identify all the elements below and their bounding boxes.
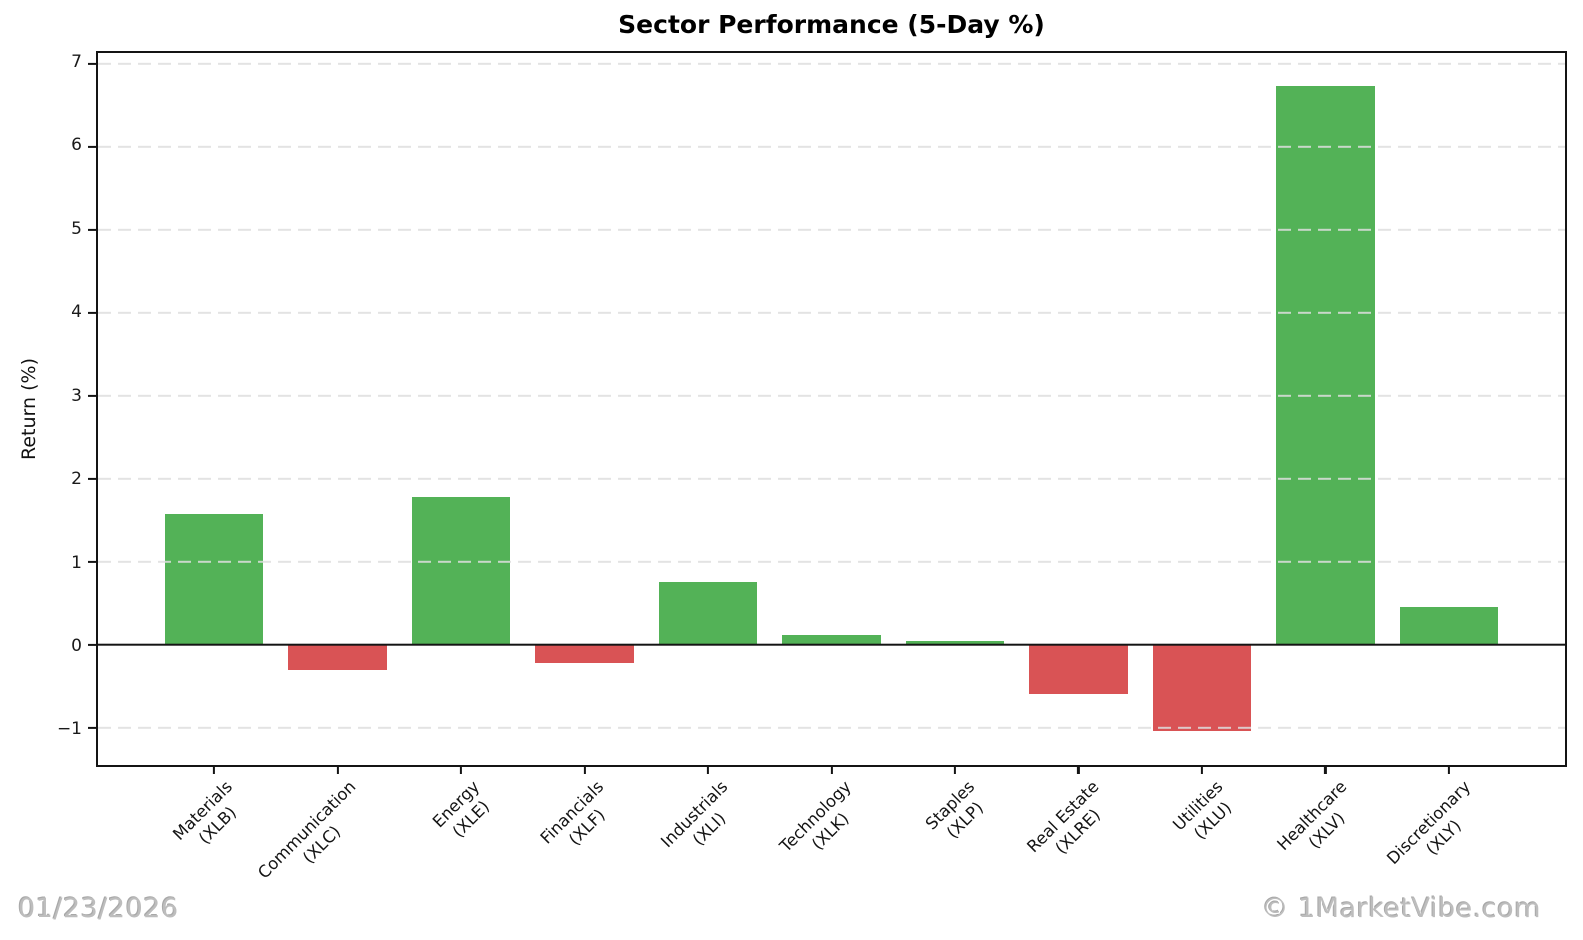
x-tick-mark-real-estate-xlre	[1077, 765, 1080, 774]
x-tick-label-financials-xlf: Financials (XLF)	[536, 777, 609, 849]
watermark-date: 01/23/2026	[18, 893, 179, 924]
bar-healthcare-xlv	[1276, 86, 1375, 645]
bar-utilities-xlu	[1152, 644, 1252, 731]
bar-communication-xlc	[288, 644, 387, 671]
y-tick-mark--1	[88, 726, 96, 729]
bar-staples-xlp	[905, 641, 1005, 645]
y-tick-label-5: 5	[71, 218, 82, 239]
x-tick-mark-industrials-xli	[706, 765, 710, 774]
x-tick-label-materials-xlb: Materials (XLB)	[168, 777, 240, 848]
x-tick-label-real-estate-xlre: Real Estate (XLRE)	[1023, 777, 1104, 858]
x-tick-mark-utilities-xlu	[1200, 765, 1204, 774]
x-tick-mark-discretionary-xly	[1447, 765, 1451, 774]
x-tick-mark-technology-xlk	[830, 765, 833, 774]
x-tick-label-utilities-xlu: Utilities (XLU)	[1169, 777, 1235, 843]
x-tick-label-energy-xle: Energy (XLE)	[429, 777, 494, 841]
bar-technology-xlk	[782, 634, 881, 645]
bar-energy-xle	[411, 496, 511, 645]
x-tick-label-communication-xlc: Communication (XLC)	[254, 777, 360, 883]
gridline-y-7	[98, 62, 1565, 65]
y-tick-mark-4	[88, 311, 96, 314]
y-tick-label--1: −1	[56, 719, 82, 740]
gridline-y--1	[98, 726, 1565, 729]
x-tick-mark-energy-xle	[459, 765, 463, 774]
y-tick-mark-0	[88, 643, 96, 646]
y-tick-mark-1	[88, 560, 96, 563]
y-tick-label-6: 6	[71, 135, 82, 156]
y-tick-mark-3	[88, 394, 96, 397]
y-tick-label-1: 1	[71, 552, 82, 573]
bar-financials-xlf	[535, 644, 634, 663]
plot-area	[88, 51, 1567, 774]
y-tick-mark-6	[88, 145, 96, 148]
y-tick-label-3: 3	[71, 385, 82, 406]
x-tick-mark-communication-xlc	[336, 765, 339, 774]
x-tick-mark-financials-xlf	[583, 765, 586, 774]
y-tick-mark-2	[88, 477, 96, 480]
x-tick-mark-staples-xlp	[953, 765, 957, 774]
bar-discretionary-xly	[1399, 606, 1499, 645]
x-tick-label-healthcare-xlv: Healthcare (XLV)	[1273, 777, 1351, 855]
y-tick-label-2: 2	[71, 469, 82, 490]
x-tick-label-industrials-xli: Industrials (XLI)	[656, 777, 732, 852]
x-tick-label-discretionary-xly: Discretionary (XLY)	[1382, 777, 1475, 869]
y-tick-mark-5	[88, 228, 96, 231]
y-tick-labels: 7 6 5 4 3 2 1 0 −1	[0, 51, 82, 767]
x-tick-mark-materials-xlb	[212, 765, 216, 774]
bar-real-estate-xlre	[1029, 644, 1128, 694]
bar-materials-xlb	[164, 514, 264, 645]
watermark-brand: © 1MarketVibe.com	[1261, 893, 1541, 924]
x-tick-label-technology-xlk: Technology (XLK)	[776, 777, 855, 856]
y-tick-mark-7	[88, 62, 96, 65]
x-tick-label-staples-xlp: Staples (XLP)	[922, 777, 988, 842]
bar-industrials-xli	[658, 582, 758, 645]
plot-inner	[88, 53, 1565, 774]
x-tick-mark-healthcare-xlv	[1324, 765, 1327, 774]
y-tick-label-7: 7	[71, 51, 82, 72]
chart-title: Sector Performance (5-Day %)	[618, 10, 1045, 39]
y-tick-label-4: 4	[71, 302, 82, 323]
y-tick-label-0: 0	[71, 635, 82, 656]
